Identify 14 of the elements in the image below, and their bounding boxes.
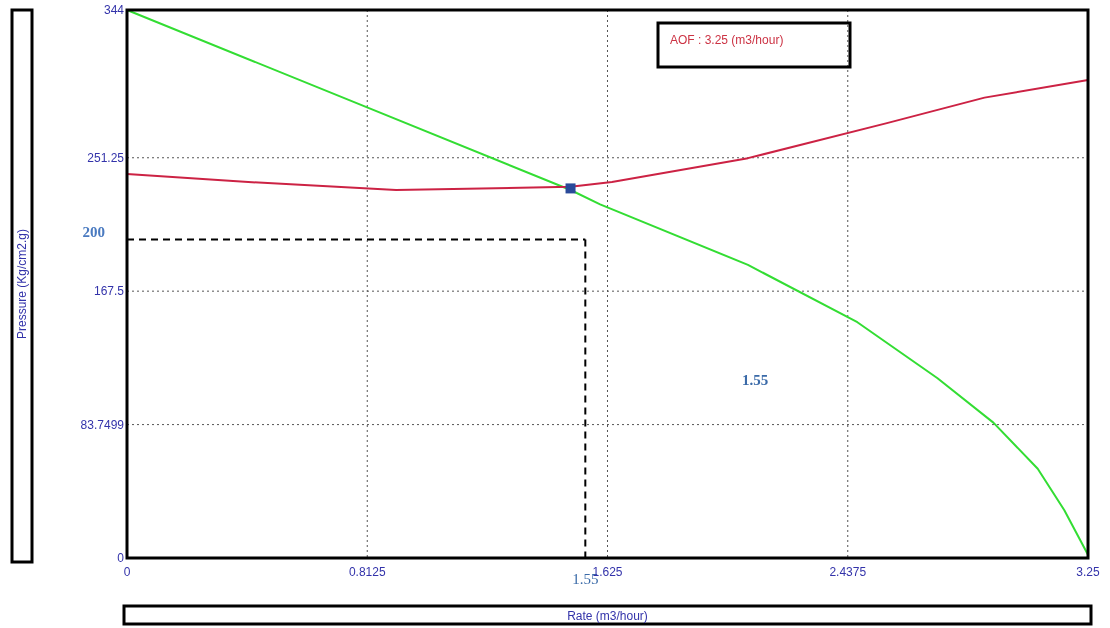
- annotation: 1.55: [741, 372, 769, 388]
- ref-line-label: 200: [82, 224, 105, 241]
- line-series: [126, 79, 1089, 192]
- y-tick-label: 83.7499: [80, 417, 125, 432]
- y-tick-label: 167.5: [93, 284, 125, 299]
- x-tick-label: 0.8125: [348, 565, 386, 579]
- y-tick-label: 344: [103, 3, 125, 17]
- y-tick-label: 251.25: [87, 150, 125, 165]
- y-axis-title: Pressure (Kg/cm2.g): [15, 228, 29, 340]
- x-tick-label: 2.4375: [829, 565, 867, 579]
- annotation: AOF : 3.25 (m3/hour): [670, 33, 784, 47]
- x-axis-title: Rate (m3/hour): [567, 609, 648, 623]
- y-tick-label: 0: [117, 551, 125, 565]
- x-tick-label: 3.25: [1076, 565, 1100, 579]
